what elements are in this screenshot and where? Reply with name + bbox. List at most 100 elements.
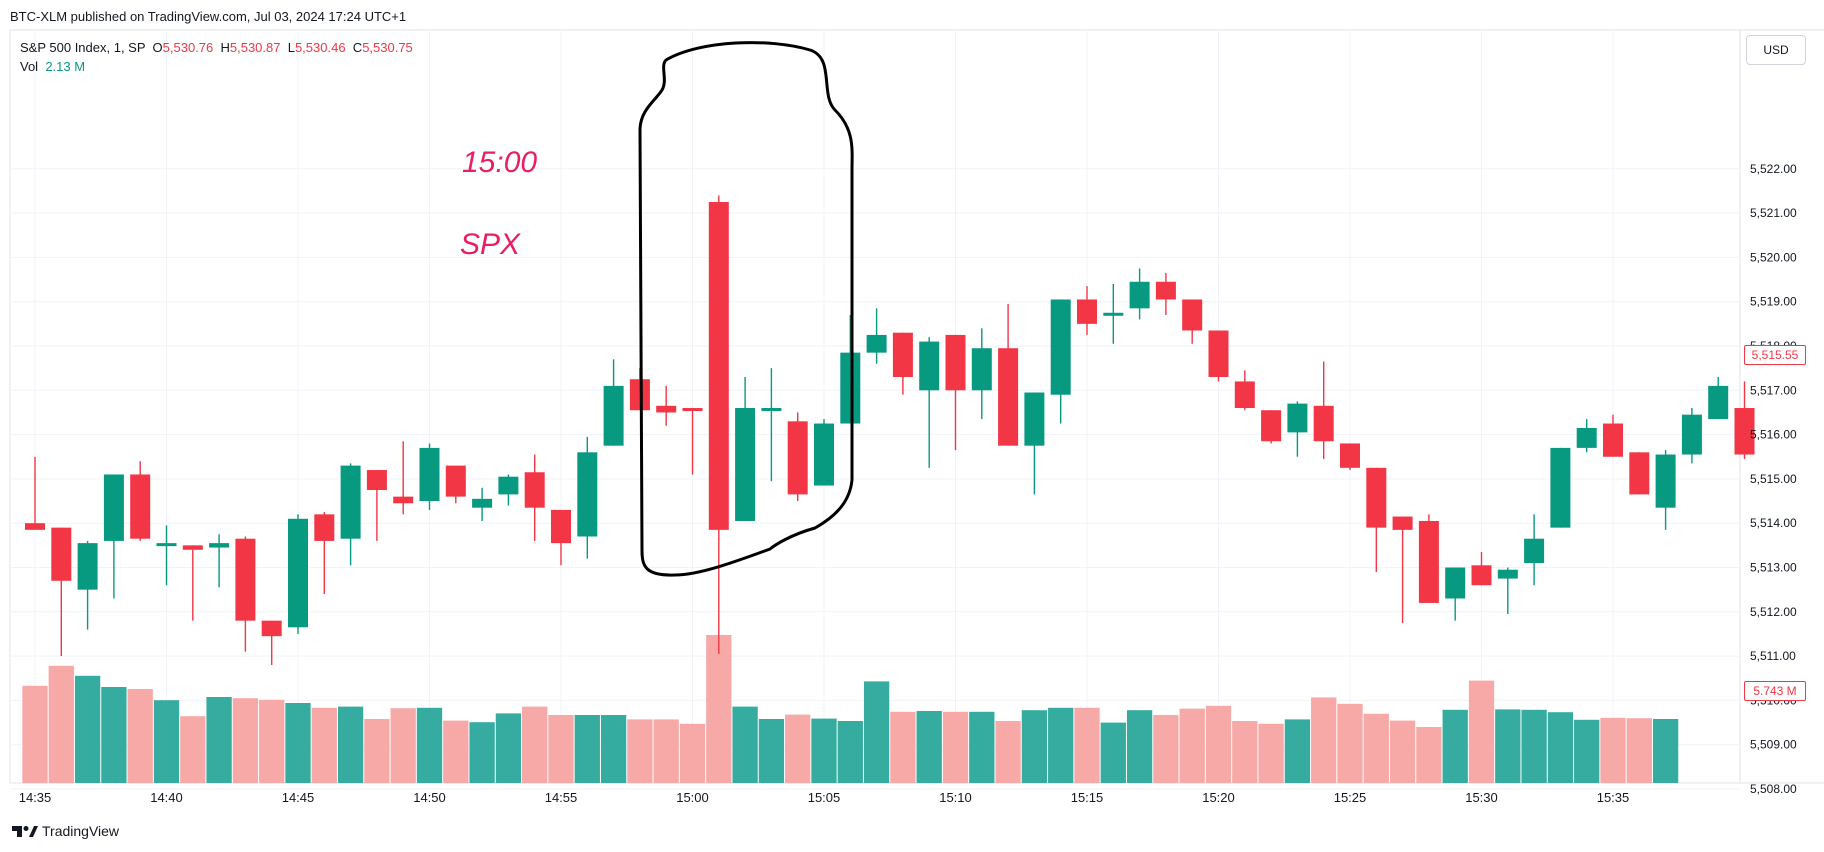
close-label: C [352,40,363,55]
y-tick-label: 5,508.00 [1750,782,1797,796]
x-tick-label: 15:35 [1597,790,1630,805]
candle-body [1287,403,1308,433]
volume-bar [1021,710,1048,783]
volume-bar [259,699,285,783]
x-tick-label: 14:35 [19,790,52,805]
candle-body [1182,299,1203,331]
volume-bar [627,719,653,783]
candle-body [1603,423,1623,457]
tradingview-logo-icon [12,826,38,837]
candle-body [1340,443,1360,468]
low-label: L [287,40,295,55]
candle-body [1445,567,1466,599]
candle-body [393,496,414,504]
volume-bar [1232,721,1258,783]
volume-bar [232,698,259,783]
annotation-symbol: SPX [460,228,521,261]
open-label: O [152,40,163,55]
candle-body [1524,538,1545,564]
candle-body [1155,281,1176,300]
candle-body [1050,299,1071,395]
volume-bar [837,721,863,783]
y-tick-label: 5,519.00 [1750,295,1797,309]
candle-body [998,348,1019,446]
volume-bar [390,708,416,783]
volume-bar [890,711,916,783]
candle-body [761,408,782,412]
candle-body [1418,520,1439,603]
volume-bar [337,706,364,783]
volume-bar [285,703,311,783]
volume-bar [916,711,942,783]
symbol-title[interactable]: S&P 500 Index, 1, SP [20,40,146,55]
grid [9,29,1824,790]
y-tick-label: 5,521.00 [1750,206,1797,220]
candle-body [1576,427,1597,448]
volume-bar [74,675,101,783]
candle-body [1103,312,1124,316]
candle-body [314,514,335,541]
candle-body [1655,454,1676,508]
volume-bar [1416,727,1442,783]
candle-body [182,545,203,550]
ohlc-legend: S&P 500 Index, 1, SP O5,530.76 H5,530.87… [20,40,413,55]
candle-body [288,518,308,628]
candle-body [340,465,361,539]
candle-body [1681,414,1702,455]
volume-label[interactable]: Vol [20,59,39,74]
volume-bar [495,713,522,783]
y-tick-label: 5,520.00 [1750,250,1797,264]
y-tick-label: 5,511.00 [1750,649,1796,663]
volume-bar [1442,709,1468,783]
volume-bar [600,715,627,783]
x-tick-label: 14:50 [413,790,446,805]
x-tick-label: 15:20 [1202,790,1235,805]
volume-legend: Vol 2.13 M [20,59,85,74]
candle-body [866,334,887,353]
volume-bar [811,718,837,783]
candle-body [919,341,940,391]
tradingview-footer[interactable]: TradingView [12,823,119,839]
candle-body [1261,410,1282,442]
volume-bar [785,714,811,783]
y-tick-label: 5,514.00 [1750,516,1797,530]
volume-bar [1652,719,1679,783]
volume-bar [311,707,337,783]
volume-bar [995,721,1021,783]
candle-body [1734,408,1755,455]
candle-body [945,334,966,391]
volume-bar [153,700,180,783]
volume-bar [1179,708,1205,783]
volume-bar [1337,703,1363,783]
candle-body [1208,330,1229,378]
candle-body [77,543,98,590]
candle-body [577,452,598,537]
candle-body [235,538,256,621]
volume-bar [679,723,706,783]
y-tick-label: 5,522.00 [1750,162,1797,176]
volume-bar [1205,705,1232,783]
volume-bar [127,689,153,783]
x-tick-label: 15:15 [1071,790,1104,805]
y-tick-label: 5,516.00 [1750,428,1797,442]
candle-body [1497,569,1518,579]
volume-bar [1574,719,1600,783]
volume-bar [1311,697,1337,783]
x-tick-label: 15:30 [1465,790,1498,805]
currency-button[interactable]: USD [1746,35,1806,65]
candle-body [51,527,72,581]
candle-body [156,543,177,547]
last-price-tag: 5,515.55 [1744,345,1806,365]
time-axis[interactable]: 14:35 14:40 14:45 14:50 14:55 15:00 15:05 15:10… [19,790,1630,805]
high-label: H [220,40,230,55]
volume-bar [574,715,600,783]
volume-bar [206,697,232,783]
volume-bar [1521,709,1547,783]
volume-bar [443,720,469,783]
low-value: 5,530.46 [294,40,346,55]
y-tick-label: 5,513.00 [1750,561,1797,575]
volume-bar [1126,710,1153,783]
volume-bar [522,706,548,783]
close-value: 5,530.75 [362,40,413,55]
